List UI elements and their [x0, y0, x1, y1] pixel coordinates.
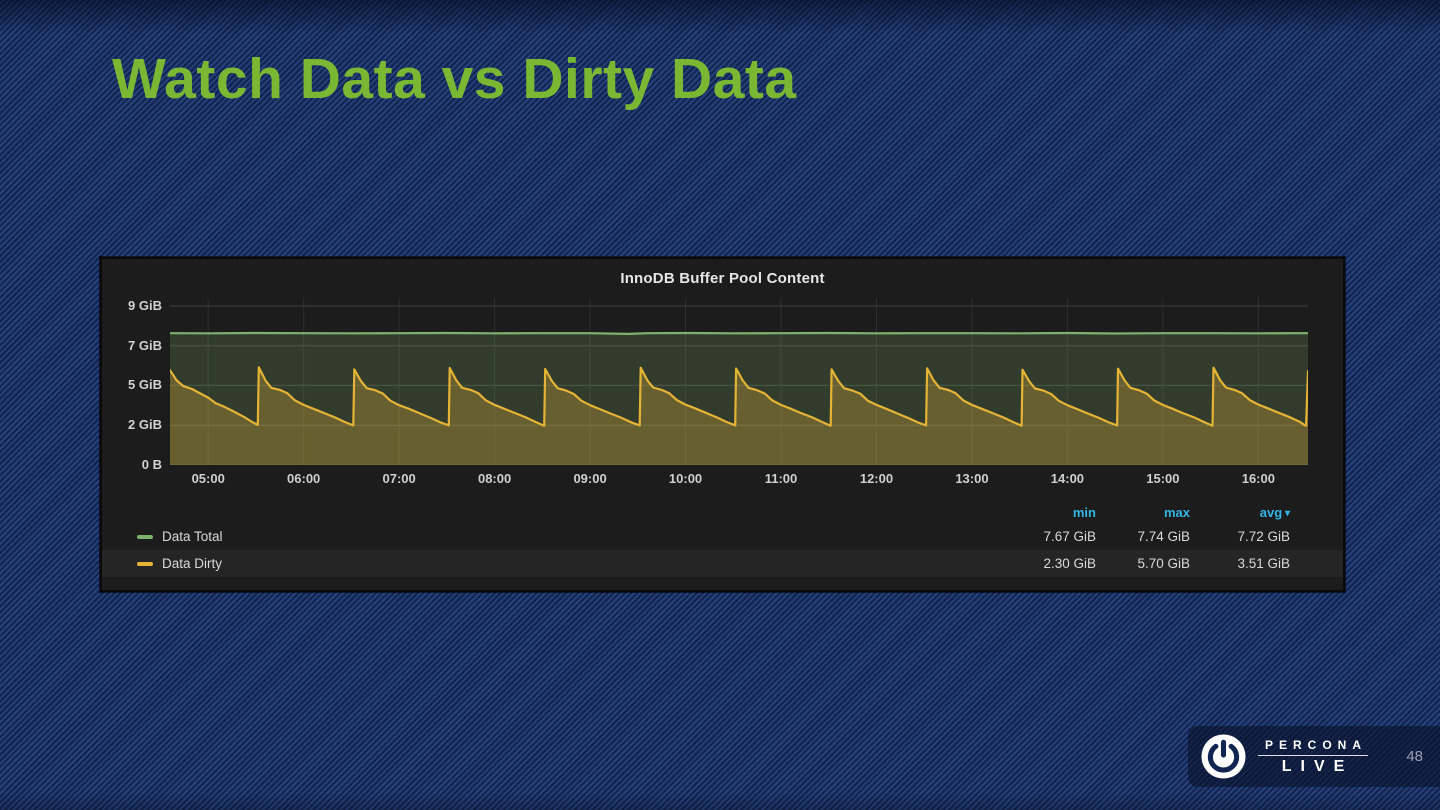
- legend-row: Data Total 7.67 GiB 7.74 GiB 7.72 GiB: [102, 523, 1343, 550]
- brand-text: PERCONA LIVE: [1258, 738, 1368, 776]
- legend-stat-avg: 7.72 GiB: [1237, 529, 1290, 544]
- x-tick-label: 12:00: [859, 471, 894, 486]
- series-color-dash-icon: [137, 534, 153, 539]
- y-tick-label: 5 GiB: [128, 377, 162, 393]
- chart-canvas: [170, 298, 1308, 465]
- power-icon: [1201, 734, 1246, 779]
- brand-name-bottom: LIVE: [1281, 757, 1354, 775]
- legend-series-name: Data Dirty: [162, 556, 223, 571]
- legend-stat-avg: 3.51 GiB: [1237, 556, 1290, 571]
- legend-series-name: Data Total: [162, 529, 223, 544]
- x-tick-label: 10:00: [668, 471, 703, 486]
- y-tick-label: 2 GiB: [128, 417, 162, 433]
- brand-divider: [1258, 754, 1368, 756]
- x-tick-label: 15:00: [1146, 471, 1180, 486]
- x-tick-label: 14:00: [1050, 471, 1085, 486]
- legend-stat-min: 7.67 GiB: [1043, 529, 1096, 544]
- y-tick-label: 9 GiB: [128, 298, 162, 314]
- legend-stat-max: 7.74 GiB: [1137, 529, 1190, 544]
- x-tick-label: 13:00: [955, 471, 989, 486]
- slide-title: Watch Data vs Dirty Data: [112, 47, 797, 111]
- x-tick-label: 05:00: [191, 471, 225, 486]
- legend-sort-avg: avg ▾: [1259, 504, 1290, 520]
- x-tick-label: 16:00: [1241, 471, 1275, 486]
- x-tick-label: 06:00: [287, 471, 321, 486]
- chart-legend: min max avg ▾ Data Total 7.67 GiB 7.74 GiB 7.7…: [102, 501, 1343, 577]
- sort-caret-icon: ▾: [1282, 507, 1290, 519]
- chart-title: InnoDB Buffer Pool Content: [620, 270, 825, 287]
- chart-plot: [170, 298, 1308, 465]
- legend-sort-max: max: [1163, 504, 1190, 520]
- legend-stat-max: 5.70 GiB: [1137, 556, 1190, 571]
- y-axis: 9 GiB 7 GiB 5 GiB 2 GiB 0 B: [102, 298, 162, 472]
- y-tick-label: 7 GiB: [128, 337, 162, 353]
- series-color-dash-icon: [137, 561, 153, 566]
- legend-stat-min: 2.30 GiB: [1043, 556, 1096, 571]
- brand-name-top: PERCONA: [1264, 737, 1367, 752]
- percona-live-badge: PERCONA LIVE 48: [1188, 726, 1440, 787]
- y-tick-label: 0 B: [141, 457, 162, 472]
- legend-header-row: min max avg ▾: [102, 501, 1343, 523]
- legend-sort-min: min: [1072, 504, 1096, 520]
- x-axis: 05:00 06:00 07:00 08:00 09:00 10:00 11:00 12:00…: [170, 471, 1308, 489]
- x-tick-label: 09:00: [573, 471, 607, 486]
- x-tick-label: 08:00: [477, 471, 512, 486]
- page-number: 48: [1406, 748, 1423, 765]
- legend-row: Data Dirty 2.30 GiB 5.70 GiB 3.51 GiB: [102, 550, 1343, 577]
- x-tick-label: 11:00: [764, 471, 798, 486]
- x-tick-label: 07:00: [382, 471, 416, 486]
- grafana-panel: InnoDB Buffer Pool Content 9 GiB 7 GiB 5 G…: [100, 257, 1345, 592]
